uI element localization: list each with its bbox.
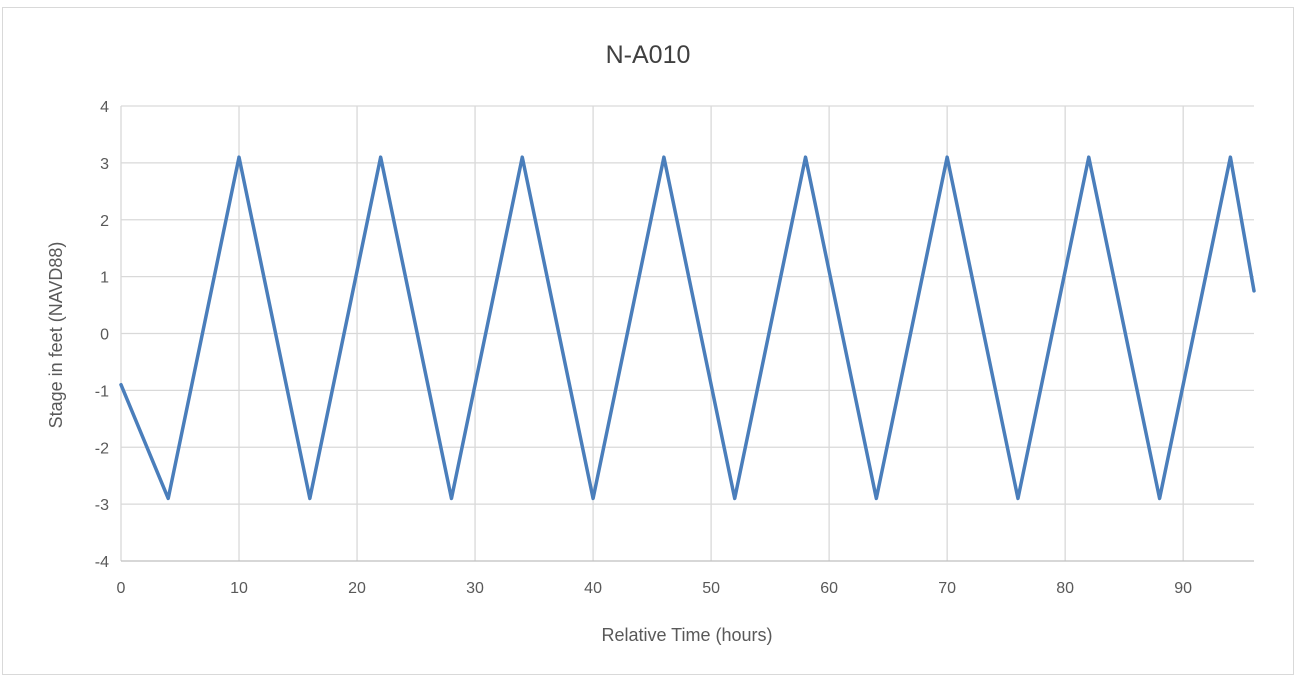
x-tick-label: 20 xyxy=(348,580,366,597)
y-tick-label: 1 xyxy=(100,270,109,287)
y-tick-label: -2 xyxy=(95,440,109,457)
x-tick-label: 90 xyxy=(1174,580,1192,597)
y-tick-label: -4 xyxy=(95,554,109,571)
x-tick-label: 0 xyxy=(117,580,126,597)
y-tick-label: 4 xyxy=(100,99,109,116)
y-axis-tick-labels: 4 3 2 1 0 -1 -2 -3 -4 xyxy=(95,99,109,571)
chart-frame xyxy=(2,7,1294,675)
x-tick-label: 60 xyxy=(820,580,838,597)
series-group xyxy=(119,155,1256,501)
y-tick-label: 2 xyxy=(100,213,109,230)
series-line xyxy=(119,155,1256,501)
x-axis-tick-labels: 0 10 20 30 40 50 60 70 80 90 xyxy=(117,580,1193,597)
y-tick-label: -1 xyxy=(95,383,109,400)
x-axis-label: Relative Time (hours) xyxy=(601,625,772,645)
x-tick-label: 50 xyxy=(702,580,720,597)
y-axis-label: Stage in feet (NAVD88) xyxy=(46,242,66,429)
x-tick-label: 10 xyxy=(230,580,248,597)
chart-title: N-A010 xyxy=(606,41,691,69)
y-tick-label: -3 xyxy=(95,497,109,514)
x-tick-label: 80 xyxy=(1056,580,1074,597)
x-tick-label: 70 xyxy=(938,580,956,597)
x-tick-label: 40 xyxy=(584,580,602,597)
x-tick-label: 30 xyxy=(466,580,484,597)
y-tick-label: 0 xyxy=(100,327,109,344)
y-tick-label: 3 xyxy=(100,156,109,173)
